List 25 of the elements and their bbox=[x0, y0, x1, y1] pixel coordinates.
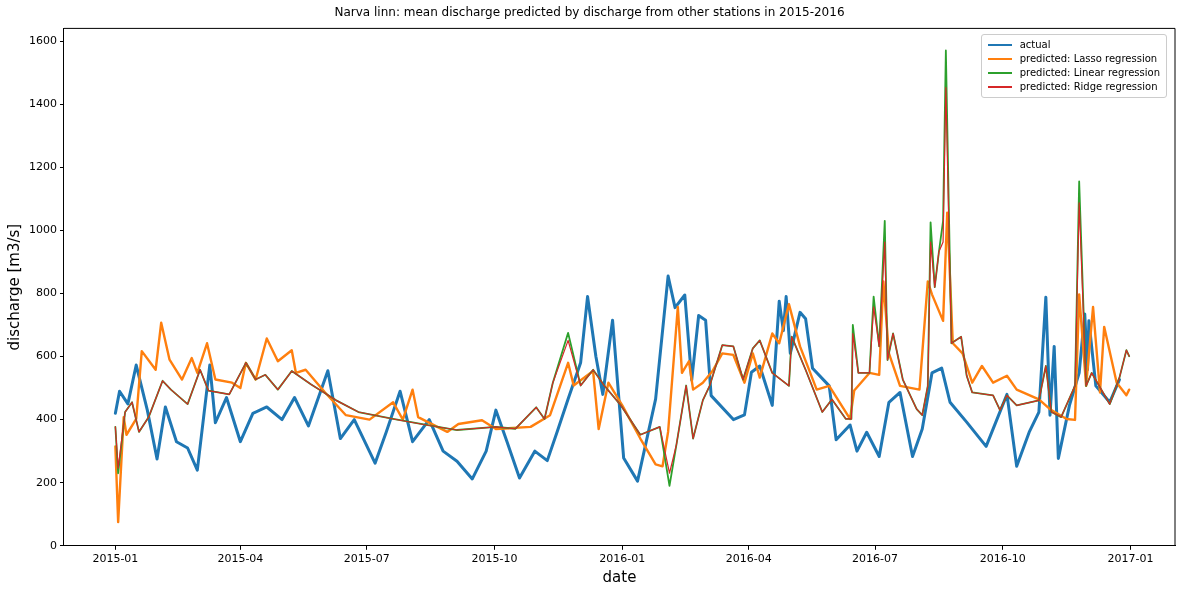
x-tick-label: 2016-04 bbox=[725, 552, 772, 566]
legend-label: predicted: Ridge regression bbox=[1019, 80, 1158, 95]
legend-label: actual bbox=[1019, 38, 1051, 53]
y-tick-label: 1000 bbox=[28, 223, 57, 237]
y-tick-label: 1600 bbox=[28, 33, 57, 47]
x-tick-label: 2016-01 bbox=[599, 552, 646, 566]
y-tick-label: 400 bbox=[35, 412, 57, 426]
chart-title: Narva linn: mean discharge predicted by discharge from other stations in 2015-2016 bbox=[334, 5, 845, 20]
x-axis-title: date bbox=[602, 567, 637, 586]
x-tick-label: 2016-10 bbox=[979, 552, 1026, 566]
legend-label: predicted: Linear regression bbox=[1019, 66, 1160, 81]
x-tick-label: 2015-04 bbox=[217, 552, 264, 566]
y-axis-title: discharge [m3/s] bbox=[4, 223, 23, 351]
x-tick-label: 2015-10 bbox=[471, 552, 518, 566]
y-tick-label: 0 bbox=[49, 538, 57, 552]
x-tick-label: 2015-01 bbox=[92, 552, 139, 566]
y-tick-label: 600 bbox=[35, 349, 57, 363]
x-tick-label: 2016-07 bbox=[852, 552, 899, 566]
y-tick-label: 1400 bbox=[28, 96, 57, 110]
y-tick-label: 1200 bbox=[28, 160, 57, 174]
y-tick-label: 800 bbox=[35, 286, 57, 300]
x-tick-label: 2017-01 bbox=[1107, 552, 1154, 566]
legend-label: predicted: Lasso regression bbox=[1019, 52, 1158, 67]
x-tick-label: 2015-07 bbox=[343, 552, 390, 566]
y-tick-label: 200 bbox=[35, 475, 57, 489]
